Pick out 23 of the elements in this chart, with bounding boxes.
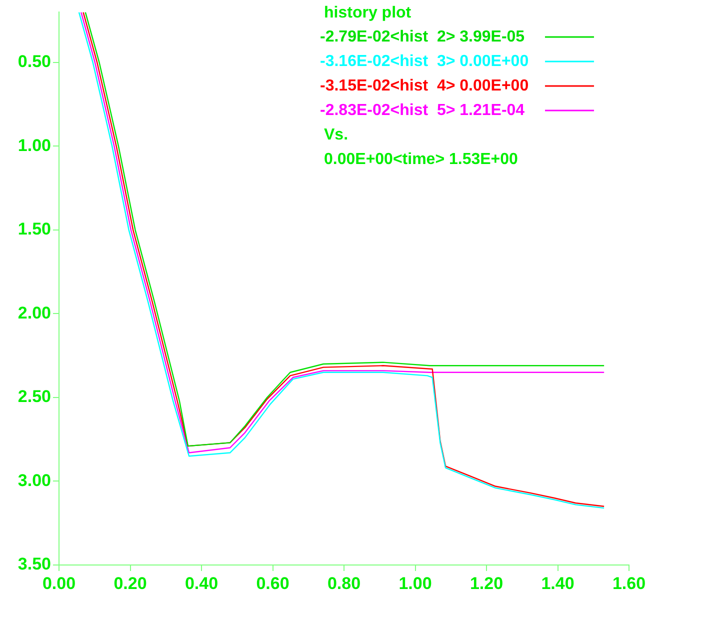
y-tick-label: 1.00: [18, 136, 51, 155]
x-tick-label: 0.00: [42, 574, 76, 593]
legend-label: -2.79E-02<hist 2> 3.99E-05: [320, 28, 525, 46]
annotation: 0.00E+00<time> 1.53E+00: [324, 150, 518, 168]
y-tick-label: 1.50: [18, 220, 51, 239]
annotation: Vs.: [324, 126, 348, 144]
y-tick-label: 0.50: [18, 52, 51, 72]
x-tick-label: 0.20: [114, 574, 147, 593]
y-tick-label: 3.50: [18, 554, 51, 574]
legend-label: -2.83E-02<hist 5> 1.21E-04: [320, 102, 525, 119]
legend-label: -3.15E-02<hist 4> 0.00E+00: [320, 77, 529, 94]
x-tick-label: 1.60: [612, 574, 646, 593]
x-tick-label: 1.00: [398, 574, 432, 593]
y-tick-label: 3.00: [18, 470, 51, 490]
y-tick-label: 2.50: [18, 387, 51, 406]
x-tick-label: 0.40: [184, 574, 218, 593]
x-tick-label: 0.80: [327, 574, 361, 593]
x-tick-label: 0.60: [256, 574, 290, 593]
x-tick-label: 1.40: [541, 574, 574, 593]
y-tick-label: 2.00: [18, 303, 51, 322]
chart-title: history plot: [324, 4, 412, 22]
x-tick-label: 1.20: [470, 574, 504, 593]
legend-label: -3.16E-02<hist 3> 0.00E+00: [320, 52, 529, 70]
